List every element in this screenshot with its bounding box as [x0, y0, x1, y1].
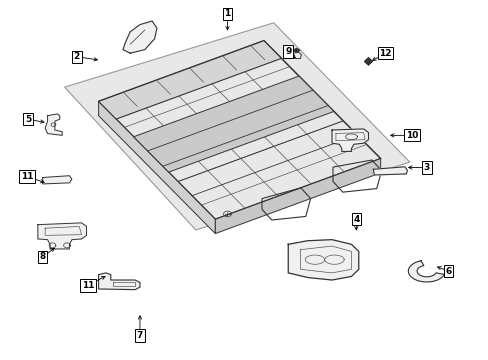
Polygon shape [38, 223, 86, 249]
Text: 12: 12 [379, 49, 391, 58]
Polygon shape [284, 53, 301, 59]
Text: 6: 6 [445, 267, 451, 276]
Polygon shape [287, 240, 358, 280]
Polygon shape [99, 102, 215, 234]
Text: 10: 10 [405, 131, 418, 140]
Polygon shape [292, 49, 299, 52]
Text: 8: 8 [40, 252, 46, 261]
Polygon shape [64, 23, 409, 230]
Text: 5: 5 [25, 115, 31, 124]
Polygon shape [99, 41, 281, 119]
Polygon shape [364, 58, 372, 65]
Polygon shape [407, 261, 444, 282]
Text: 11: 11 [21, 172, 33, 181]
Polygon shape [42, 176, 72, 184]
Text: 4: 4 [352, 215, 359, 224]
Polygon shape [133, 76, 333, 172]
Text: 3: 3 [423, 163, 429, 172]
Text: 11: 11 [81, 281, 94, 290]
Text: 7: 7 [137, 331, 143, 340]
Text: 9: 9 [285, 47, 291, 56]
Polygon shape [372, 167, 407, 175]
Text: 1: 1 [224, 9, 230, 18]
Polygon shape [99, 273, 140, 290]
Polygon shape [331, 129, 368, 152]
Polygon shape [122, 21, 157, 53]
Polygon shape [215, 158, 380, 234]
Polygon shape [45, 114, 62, 135]
Text: 2: 2 [74, 52, 80, 61]
